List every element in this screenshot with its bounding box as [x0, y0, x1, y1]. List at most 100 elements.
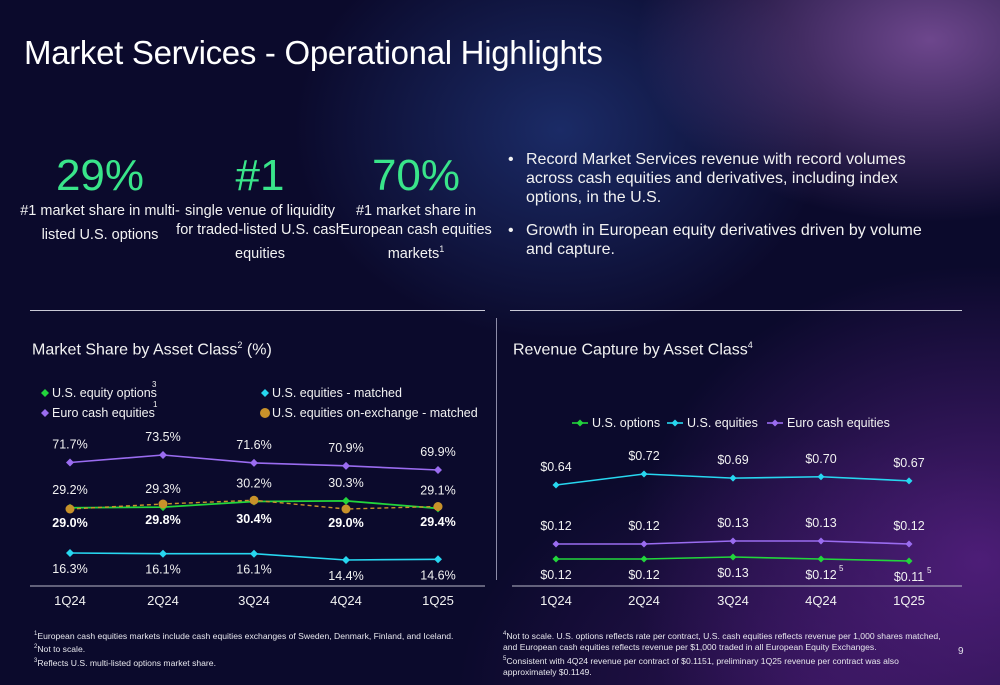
- data-point: [65, 504, 75, 514]
- data-label: 73.5%: [145, 430, 180, 444]
- kpi-description: #1 market share in European cash equitie…: [340, 203, 492, 262]
- legend-marker: [771, 419, 779, 427]
- data-label: 29.4%: [420, 515, 455, 529]
- data-label: 29.0%: [328, 516, 363, 530]
- data-label: 71.6%: [236, 438, 271, 452]
- legend-marker: [261, 389, 269, 397]
- data-label: $0.67: [893, 456, 924, 470]
- footnotes-right: 4Not to scale. U.S. options reflects rat…: [503, 629, 943, 679]
- legend-label: U.S. equities on-exchange - matched: [272, 406, 478, 420]
- data-point: [817, 537, 825, 545]
- data-point: [66, 458, 74, 467]
- footnote: 5Consistent with 4Q24 revenue per contra…: [503, 655, 899, 678]
- data-label: 30.4%: [236, 512, 271, 526]
- x-tick-label: 2Q24: [628, 593, 660, 608]
- data-label: 16.3%: [52, 562, 87, 576]
- data-point: [159, 549, 167, 558]
- legend-marker: [671, 419, 679, 427]
- data-point: [66, 549, 74, 557]
- legend-label: U.S. options: [592, 416, 660, 430]
- legend-superscript: 3: [152, 380, 157, 389]
- x-tick-label: 3Q24: [238, 593, 270, 608]
- x-tick-label: 2Q24: [147, 593, 179, 608]
- data-point: [434, 466, 442, 474]
- section-divider-right: [510, 310, 962, 311]
- data-point: [640, 555, 648, 563]
- data-point: [342, 556, 350, 564]
- data-label: $0.12: [540, 568, 571, 582]
- legend-label: Euro cash equities: [52, 406, 155, 420]
- legend-marker: [260, 408, 270, 418]
- data-label: $0.13: [805, 516, 836, 530]
- data-point: [552, 540, 560, 548]
- x-tick-label: 3Q24: [717, 593, 749, 608]
- data-label: $0.12: [628, 568, 659, 582]
- data-point: [817, 473, 825, 481]
- data-point: [552, 481, 560, 489]
- x-tick-label: 4Q24: [805, 593, 837, 608]
- data-label: 16.1%: [145, 563, 180, 577]
- footnote: 2Not to scale.: [34, 644, 86, 655]
- data-label: 29.2%: [52, 483, 87, 497]
- legend-label: U.S. equity options: [52, 386, 157, 400]
- data-point: [433, 502, 443, 511]
- data-label: 69.9%: [420, 445, 455, 459]
- data-point: [341, 504, 351, 514]
- legend-marker: [576, 419, 584, 427]
- market-share-chart-title: Market Share by Asset Class2 (%): [32, 340, 272, 359]
- data-point: [250, 549, 258, 558]
- data-point: [159, 451, 167, 459]
- data-label: 16.1%: [236, 563, 271, 577]
- legend-superscript: 1: [153, 400, 158, 409]
- kpi-cash-equities-venue: #1 single venue of liquidity for traded-…: [175, 150, 345, 264]
- data-label: 71.7%: [52, 438, 87, 452]
- kpi-description: single venue of liquidity for traded-lis…: [176, 203, 344, 262]
- page-number: 9: [958, 646, 964, 657]
- kpi-european-share: 70% #1 market share in European cash equ…: [331, 150, 501, 264]
- data-label: $0.70: [805, 452, 836, 466]
- data-label: $0.72: [628, 449, 659, 463]
- legend-marker: [41, 409, 49, 417]
- data-label: $0.12: [628, 519, 659, 533]
- x-tick-label: 1Q24: [540, 593, 572, 608]
- highlight-bullet: Record Market Services revenue with reco…: [508, 150, 928, 207]
- data-label: 70.9%: [328, 441, 363, 455]
- data-label: $0.12: [540, 519, 571, 533]
- data-point: [342, 496, 350, 505]
- kpi-value: 70%: [371, 151, 461, 200]
- highlights-list: Record Market Services revenue with reco…: [508, 150, 928, 273]
- legend-label: U.S. equities: [687, 416, 758, 430]
- data-point: [905, 540, 913, 548]
- data-point: [434, 555, 442, 564]
- data-point: [905, 477, 913, 485]
- revenue-capture-chart-title: Revenue Capture by Asset Class4: [513, 340, 753, 359]
- data-label: $0.64: [540, 460, 571, 474]
- legend-label: U.S. equities - matched: [272, 386, 402, 400]
- data-point: [817, 555, 825, 563]
- section-divider-left: [30, 310, 485, 311]
- data-label: 29.3%: [145, 482, 180, 496]
- data-point: [640, 470, 648, 478]
- legend-marker: [41, 389, 49, 397]
- kpi-options-share: 29% #1 market share in multi-listed U.S.…: [15, 150, 185, 245]
- highlight-bullet: Growth in European equity derivatives dr…: [508, 221, 928, 259]
- footnotes-left: 1European cash equities markets include …: [34, 629, 484, 669]
- legend-label: Euro cash equities: [787, 416, 890, 430]
- data-point: [729, 537, 737, 545]
- data-point: [249, 495, 259, 505]
- data-label: $0.13: [717, 516, 748, 530]
- x-tick-label: 1Q24: [54, 593, 86, 608]
- data-label: 14.6%: [420, 568, 455, 582]
- kpi-value: #1: [235, 151, 285, 200]
- data-point: [342, 461, 350, 470]
- data-point: [640, 540, 648, 548]
- data-label: $0.13: [717, 566, 748, 580]
- data-point: [158, 499, 168, 509]
- data-label: 14.4%: [328, 569, 363, 583]
- data-point: [729, 553, 737, 561]
- footnote: 3Reflects U.S. multi-listed options mark…: [34, 657, 216, 668]
- data-point: [250, 458, 258, 467]
- kpi-value: 29%: [55, 151, 145, 200]
